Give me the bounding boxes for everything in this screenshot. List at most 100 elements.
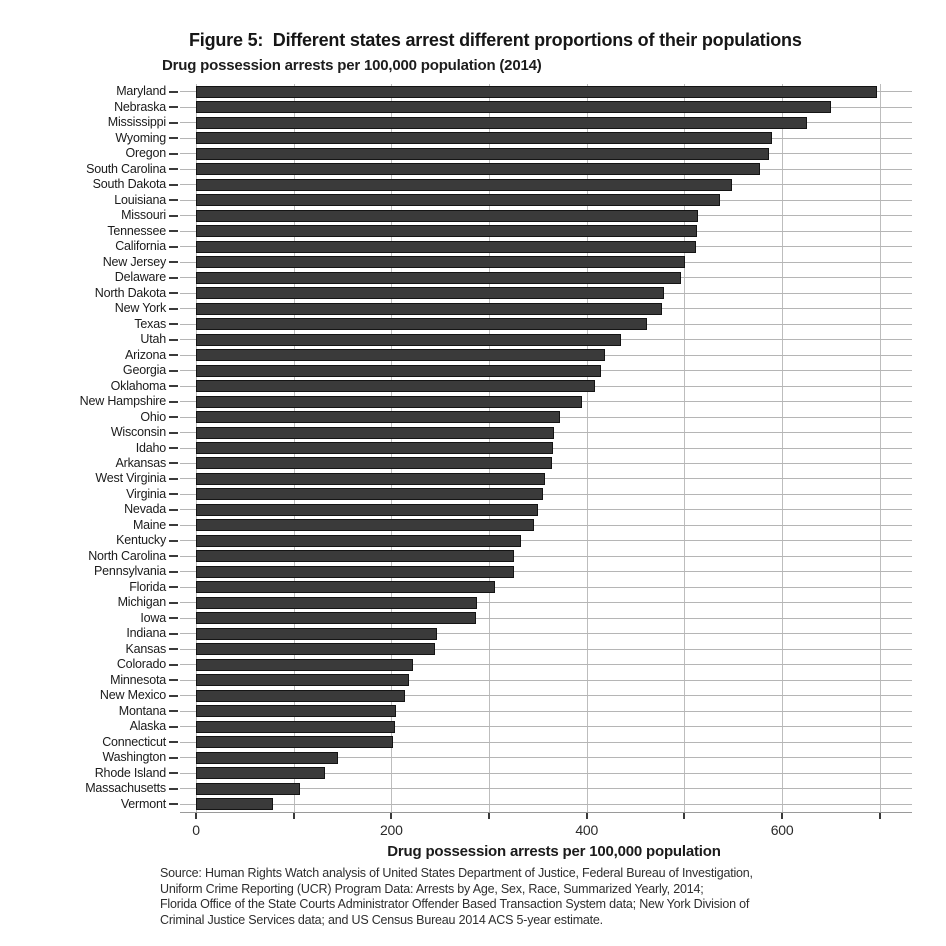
state-label: Virginia (126, 486, 166, 501)
state-label: Washington (102, 750, 166, 765)
state-label: Utah (140, 332, 166, 347)
x-axis-tick (390, 813, 393, 819)
x-axis-title: Drug possession arrests per 100,000 popu… (387, 843, 721, 860)
state-label: Tennessee (107, 223, 166, 238)
bar-oklahoma (196, 380, 595, 393)
y-axis-tick (169, 756, 178, 759)
y-axis-tick (169, 447, 178, 449)
state-label: Arizona (125, 347, 166, 362)
bar-maryland (196, 85, 877, 98)
state-label: Massachusetts (85, 781, 166, 796)
bar-montana (196, 705, 396, 718)
bar-wisconsin (196, 426, 554, 439)
state-label: Indiana (126, 626, 166, 641)
x-tick-label: 600 (770, 822, 794, 838)
bar-colorado (196, 658, 413, 671)
y-axis-tick (169, 416, 178, 419)
bar-kentucky (196, 534, 521, 547)
row-gridline (180, 509, 912, 511)
row-gridline (180, 788, 912, 790)
y-axis-tick (169, 168, 178, 171)
x-axis-tick (585, 813, 588, 819)
state-label: Vermont (120, 796, 166, 811)
bar-nebraska (196, 101, 831, 114)
y-axis-tick (169, 648, 178, 651)
row-gridline (180, 757, 912, 759)
state-label: South Dakota (92, 177, 167, 192)
row-gridline (180, 633, 912, 635)
state-label: Missouri (121, 208, 166, 223)
bar-vermont (196, 798, 273, 811)
y-axis-tick (169, 214, 178, 217)
bar-massachusetts (196, 782, 300, 795)
bar-north-dakota (196, 287, 664, 300)
state-label: California (115, 239, 166, 254)
bar-idaho (196, 442, 553, 454)
bar-michigan (196, 596, 477, 609)
bar-kansas (196, 643, 435, 656)
bar-indiana (196, 627, 437, 640)
row-gridline (180, 617, 912, 619)
state-label: Mississippi (107, 115, 166, 130)
x-axis-tick (878, 813, 881, 819)
bar-south-dakota (196, 178, 732, 191)
y-axis-tick (169, 369, 178, 372)
state-label: Minnesota (110, 672, 166, 687)
y-axis-tick (169, 663, 178, 666)
x-axis-tick (292, 813, 295, 819)
y-axis-tick (169, 787, 178, 790)
y-axis-tick (169, 772, 178, 775)
row-gridline (180, 664, 912, 666)
x-axis-tick (683, 813, 686, 819)
state-label: Florida (129, 579, 166, 594)
bar-utah (196, 333, 621, 346)
bar-texas (196, 318, 647, 331)
y-axis-tick (169, 539, 178, 542)
state-label: Rhode Island (94, 765, 166, 780)
y-axis-tick (169, 307, 178, 310)
bar-alaska (196, 720, 395, 733)
y-axis-tick (169, 741, 178, 744)
y-axis-tick (169, 90, 178, 93)
y-axis-tick (169, 493, 178, 496)
state-label: New Jersey (102, 254, 166, 269)
bar-virginia (196, 488, 543, 501)
y-axis-tick (169, 323, 178, 326)
row-gridline (180, 679, 912, 681)
bar-oregon (196, 147, 769, 160)
y-axis-tick (169, 617, 178, 620)
y-axis-tick (169, 152, 178, 155)
bar-pennsylvania (196, 565, 514, 578)
y-axis-tick (169, 725, 178, 728)
state-label: Maine (132, 517, 166, 532)
y-axis-tick (169, 199, 178, 202)
row-gridline (180, 602, 912, 604)
state-label: South Carolina (86, 161, 166, 176)
row-gridline (180, 555, 912, 557)
state-label: Nevada (124, 502, 166, 517)
y-axis-tick (169, 462, 178, 465)
y-axis-tick (169, 354, 178, 357)
bar-missouri (196, 209, 698, 222)
row-gridline (180, 803, 912, 805)
y-axis-tick (169, 694, 178, 697)
bar-washington (196, 751, 338, 764)
state-label: Alaska (129, 719, 167, 734)
state-label: Maryland (116, 84, 166, 99)
x-tick-label: 0 (192, 822, 200, 838)
source-line: Source: Human Rights Watch analysis of U… (160, 866, 753, 880)
state-label: North Carolina (88, 548, 166, 563)
state-label: Pennsylvania (94, 564, 166, 579)
row-gridline (180, 772, 912, 774)
bar-new-york (196, 302, 662, 315)
bar-iowa (196, 612, 476, 625)
state-label: New Hampshire (79, 394, 167, 409)
x-axis-tick (781, 813, 784, 819)
y-axis-tick (169, 524, 178, 527)
x-axis-line (180, 812, 912, 813)
y-axis-tick (169, 276, 178, 279)
y-axis-tick (169, 586, 178, 589)
state-label: Texas (134, 316, 166, 331)
bar-west-virginia (196, 472, 545, 485)
